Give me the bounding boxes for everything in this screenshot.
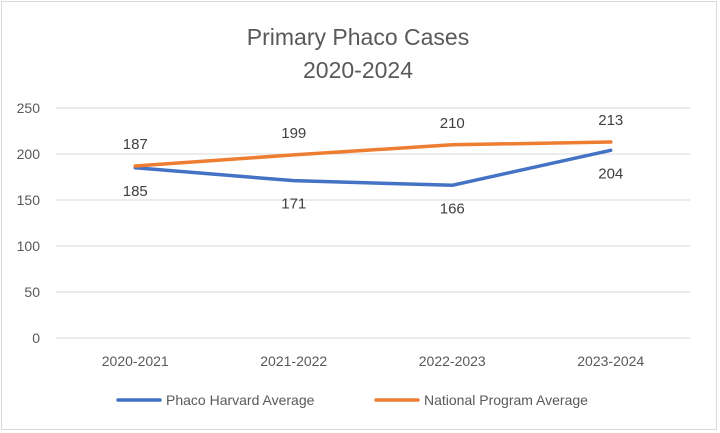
y-tick-label: 200 <box>17 146 41 162</box>
series-line-1 <box>133 148 613 188</box>
y-tick-label: 50 <box>24 284 40 300</box>
data-label: 210 <box>440 115 465 132</box>
data-label: 166 <box>440 200 465 217</box>
series-group <box>133 140 613 188</box>
data-label: 171 <box>281 196 306 213</box>
y-tick-label: 150 <box>17 192 41 208</box>
series-line-2 <box>133 140 613 168</box>
y-axis: 0 50 100 150 200 250 <box>17 100 41 346</box>
chart-subtitle: 2020-2024 <box>303 57 413 83</box>
x-tick-label: 2020-2021 <box>102 353 169 369</box>
chart-title: Primary Phaco Cases <box>247 24 469 50</box>
gridlines <box>56 107 690 339</box>
data-label: 185 <box>123 183 148 200</box>
data-label: 204 <box>598 165 623 182</box>
data-label: 187 <box>123 136 148 153</box>
x-tick-label: 2023-2024 <box>577 353 644 369</box>
legend-label-2: National Program Average <box>424 392 588 408</box>
y-tick-label: 100 <box>17 238 41 254</box>
legend-label-1: Phaco Harvard Average <box>166 392 315 408</box>
data-label: 199 <box>281 125 306 142</box>
data-label: 213 <box>598 112 623 129</box>
x-tick-label: 2022-2023 <box>419 353 486 369</box>
y-tick-label: 250 <box>17 100 41 116</box>
x-axis: 2020-2021 2021-2022 2022-2023 2023-2024 <box>102 353 645 369</box>
y-tick-label: 0 <box>32 330 40 346</box>
data-labels: 185 171 166 204 187 199 210 213 <box>123 112 624 217</box>
x-tick-label: 2021-2022 <box>260 353 327 369</box>
legend: Phaco Harvard Average National Program Av… <box>116 392 588 408</box>
